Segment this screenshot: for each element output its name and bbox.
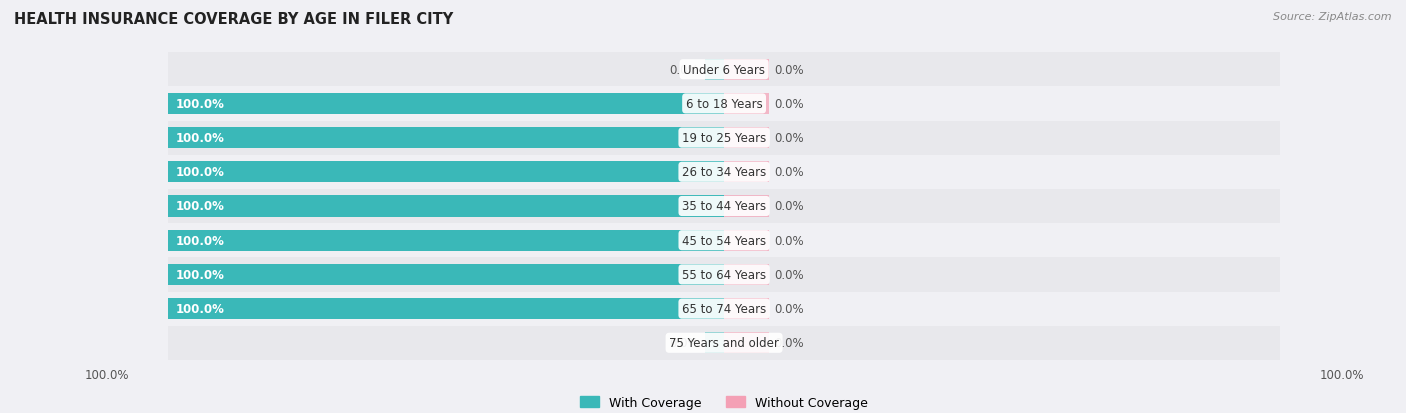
Text: 0.0%: 0.0% bbox=[669, 64, 699, 76]
Bar bbox=[724, 264, 769, 285]
Text: 55 to 64 Years: 55 to 64 Years bbox=[682, 268, 766, 281]
Text: 100.0%: 100.0% bbox=[176, 302, 225, 316]
Bar bbox=[167, 94, 724, 115]
Bar bbox=[167, 128, 724, 149]
Text: HEALTH INSURANCE COVERAGE BY AGE IN FILER CITY: HEALTH INSURANCE COVERAGE BY AGE IN FILE… bbox=[14, 12, 453, 27]
Bar bbox=[167, 162, 724, 183]
Bar bbox=[167, 223, 1281, 258]
Text: 0.0%: 0.0% bbox=[669, 337, 699, 349]
Text: 100.0%: 100.0% bbox=[176, 166, 225, 179]
Text: 0.0%: 0.0% bbox=[775, 337, 804, 349]
Text: 75 Years and older: 75 Years and older bbox=[669, 337, 779, 349]
Bar bbox=[167, 53, 1281, 87]
Bar bbox=[167, 264, 724, 285]
Bar bbox=[724, 94, 769, 115]
Bar bbox=[167, 298, 724, 319]
Text: 0.0%: 0.0% bbox=[775, 268, 804, 281]
Bar bbox=[724, 196, 769, 217]
Bar bbox=[724, 162, 769, 183]
Bar bbox=[704, 59, 724, 81]
Text: 0.0%: 0.0% bbox=[775, 234, 804, 247]
Text: 100.0%: 100.0% bbox=[176, 132, 225, 145]
Bar bbox=[167, 258, 1281, 292]
Bar bbox=[167, 190, 1281, 223]
Bar bbox=[724, 230, 769, 251]
Bar bbox=[167, 87, 1281, 121]
Bar bbox=[167, 196, 724, 217]
Bar bbox=[167, 292, 1281, 326]
Text: 100.0%: 100.0% bbox=[176, 268, 225, 281]
Bar bbox=[724, 128, 769, 149]
Text: 0.0%: 0.0% bbox=[775, 132, 804, 145]
Text: 0.0%: 0.0% bbox=[775, 97, 804, 111]
Text: 100.0%: 100.0% bbox=[176, 200, 225, 213]
Text: 65 to 74 Years: 65 to 74 Years bbox=[682, 302, 766, 316]
Legend: With Coverage, Without Coverage: With Coverage, Without Coverage bbox=[575, 391, 873, 413]
Text: 45 to 54 Years: 45 to 54 Years bbox=[682, 234, 766, 247]
Text: 19 to 25 Years: 19 to 25 Years bbox=[682, 132, 766, 145]
Bar bbox=[724, 298, 769, 319]
Text: 26 to 34 Years: 26 to 34 Years bbox=[682, 166, 766, 179]
Text: Source: ZipAtlas.com: Source: ZipAtlas.com bbox=[1274, 12, 1392, 22]
Text: 0.0%: 0.0% bbox=[775, 302, 804, 316]
Text: 0.0%: 0.0% bbox=[775, 200, 804, 213]
Text: 35 to 44 Years: 35 to 44 Years bbox=[682, 200, 766, 213]
Bar bbox=[167, 121, 1281, 155]
Text: 0.0%: 0.0% bbox=[775, 64, 804, 76]
Text: 100.0%: 100.0% bbox=[176, 97, 225, 111]
Text: 0.0%: 0.0% bbox=[775, 166, 804, 179]
Text: 100.0%: 100.0% bbox=[176, 234, 225, 247]
Bar bbox=[724, 332, 769, 354]
Text: 100.0%: 100.0% bbox=[84, 368, 129, 382]
Bar bbox=[167, 230, 724, 251]
Bar bbox=[704, 332, 724, 354]
Text: 100.0%: 100.0% bbox=[1319, 368, 1364, 382]
Bar bbox=[724, 59, 769, 81]
Bar bbox=[167, 155, 1281, 190]
Text: 6 to 18 Years: 6 to 18 Years bbox=[686, 97, 762, 111]
Text: Under 6 Years: Under 6 Years bbox=[683, 64, 765, 76]
Bar bbox=[167, 326, 1281, 360]
